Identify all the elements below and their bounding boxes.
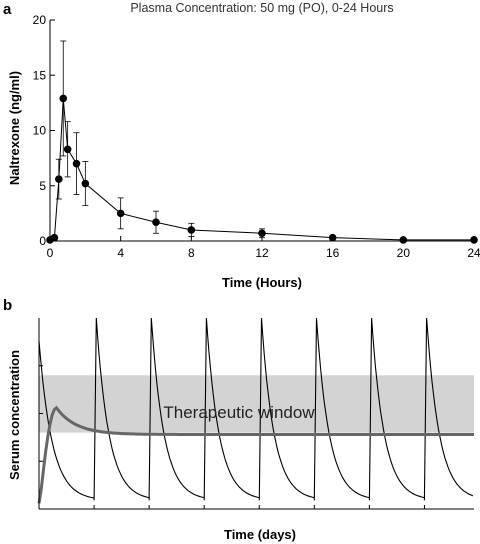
- panel-a-title: Plasma Concentration: 50 mg (PO), 0-24 H…: [130, 1, 393, 15]
- data-point: [81, 179, 90, 188]
- data-point: [187, 226, 196, 234]
- panel-b-oscillating-series: [38, 317, 474, 501]
- data-point: [72, 159, 81, 168]
- panel-b-sustained-series: [37, 405, 474, 504]
- panel-b-ticks: [39, 365, 425, 509]
- y-tick-label: 15: [33, 68, 47, 82]
- x-tick-label: 16: [326, 246, 340, 260]
- y-tick-label: 5: [39, 179, 46, 193]
- panel-b-letter: b: [3, 297, 12, 314]
- data-point: [470, 236, 478, 244]
- data-point: [50, 233, 59, 242]
- data-point: [258, 229, 266, 238]
- x-tick-label: 12: [255, 246, 269, 260]
- data-point: [399, 236, 408, 244]
- panel-a-x-ticks: 0 4 8 12 16 20 24: [47, 236, 480, 260]
- panel-a-y-ticks: 0 5 10 15 20: [33, 13, 55, 248]
- panel-a-letter: a: [3, 1, 12, 18]
- data-point: [152, 218, 160, 227]
- x-tick-label: 0: [47, 246, 54, 260]
- panel-a-points: [46, 94, 478, 244]
- y-tick-label: 0: [39, 234, 46, 248]
- panel-b-y-axis-label: Serum concentration: [7, 350, 22, 480]
- data-point: [116, 209, 125, 218]
- y-tick-label: 10: [33, 124, 47, 138]
- y-tick-label: 20: [33, 13, 47, 27]
- panel-a-x-axis-label: Time (Hours): [222, 275, 302, 290]
- x-tick-label: 8: [188, 246, 195, 260]
- panel-a-error-bars: [47, 40, 477, 242]
- panel-b: b Therapeutic window Time (days) Serum c…: [3, 297, 474, 542]
- data-point: [59, 94, 68, 103]
- panel-b-x-axis-label: Time (days): [224, 527, 296, 542]
- data-point: [63, 145, 72, 154]
- x-tick-label: 20: [397, 246, 411, 260]
- therapeutic-window-band: [39, 375, 474, 433]
- panel-a: a Plasma Concentration: 50 mg (PO), 0-24…: [3, 1, 480, 290]
- therapeutic-window-label: Therapeutic window: [163, 403, 315, 422]
- panel-a-y-axis-label: Naltrexone (ng/ml): [7, 71, 22, 185]
- data-point: [55, 175, 63, 183]
- x-tick-label: 24: [467, 246, 480, 260]
- panel-a-series-line: [49, 98, 474, 241]
- x-tick-label: 4: [117, 246, 124, 260]
- data-point: [328, 233, 337, 242]
